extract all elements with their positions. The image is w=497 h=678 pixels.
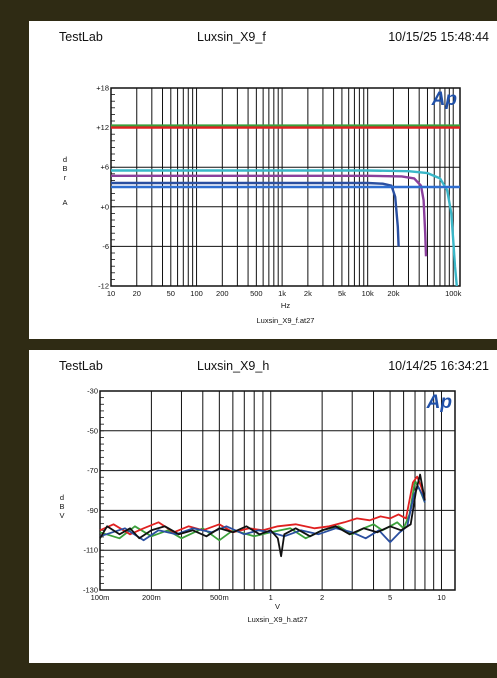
y-axis-label: d [63, 155, 67, 164]
file-name: Luxsin_X9_h.at27 [247, 615, 307, 624]
y-axis-label: A [62, 198, 67, 207]
y-tick-label: +0 [100, 202, 109, 211]
y-tick-label: -30 [87, 387, 98, 396]
x-tick-label: 5k [338, 289, 346, 298]
y-tick-label: +12 [96, 123, 109, 132]
x-tick-label: 200m [142, 593, 161, 602]
y-tick-label: -110 [84, 546, 98, 555]
x-tick-label: 50 [167, 289, 175, 298]
thd-vs-level-panel: TestLab Luxsin_X9_h 10/14/25 16:34:21 -3… [29, 350, 497, 663]
x-tick-label: 1k [278, 289, 286, 298]
lab-name: TestLab [59, 359, 103, 373]
y-axis-label: r [64, 173, 67, 182]
y-tick-label: -50 [87, 426, 98, 435]
x-tick-label: 10 [107, 289, 115, 298]
lab-name: TestLab [59, 30, 103, 44]
x-tick-label: 2k [304, 289, 312, 298]
y-axis-label: B [62, 164, 67, 173]
series-line-2 [111, 181, 400, 247]
plot-frame [99, 390, 456, 591]
x-tick-label: 10k [362, 289, 374, 298]
y-tick-label: +6 [100, 163, 109, 172]
timestamp: 10/14/25 16:34:21 [388, 359, 489, 373]
x-tick-label: 20 [133, 289, 141, 298]
measurement-name: Luxsin_X9_f [197, 30, 266, 44]
x-tick-label: 5 [388, 593, 392, 602]
x-axis-label: V [275, 602, 280, 611]
timestamp: 10/15/25 15:48:44 [388, 30, 489, 44]
y-tick-label: -130 [83, 586, 98, 595]
chart-header: TestLab Luxsin_X9_f 10/15/25 15:48:44 [29, 21, 497, 51]
series-line-0 [111, 169, 458, 287]
y-axis-label: V [59, 511, 64, 520]
y-tick-label: +18 [96, 84, 109, 93]
y-axis-label: d [60, 493, 64, 502]
x-tick-label: 2 [320, 593, 324, 602]
x-tick-label: 1 [269, 593, 273, 602]
y-tick-label: -90 [87, 506, 98, 515]
x-tick-label: 10 [437, 593, 445, 602]
y-tick-label: -6 [102, 242, 109, 251]
frequency-response-panel: TestLab Luxsin_X9_f 10/15/25 15:48:44 +1… [29, 21, 497, 339]
x-tick-label: 200 [216, 289, 229, 298]
y-tick-label: -12 [98, 282, 109, 291]
series-line-1 [111, 174, 428, 257]
y-axis-label: B [59, 502, 64, 511]
x-tick-label: 100m [91, 593, 110, 602]
file-name: Luxsin_X9_f.at27 [257, 316, 315, 325]
x-tick-label: 100 [190, 289, 203, 298]
series-line-3 [99, 473, 426, 558]
series-line-1 [99, 475, 426, 536]
y-tick-label: -70 [87, 466, 98, 475]
ap-logo: Ap [431, 89, 457, 110]
chart-header: TestLab Luxsin_X9_h 10/14/25 16:34:21 [29, 350, 497, 380]
measurement-name: Luxsin_X9_h [197, 359, 270, 373]
x-tick-label: 500 [250, 289, 263, 298]
x-tick-label: 500m [210, 593, 229, 602]
x-tick-label: 100k [445, 289, 462, 298]
x-tick-label: 20k [387, 289, 399, 298]
x-axis-label: Hz [281, 301, 290, 310]
ap-logo: Ap [426, 392, 452, 413]
